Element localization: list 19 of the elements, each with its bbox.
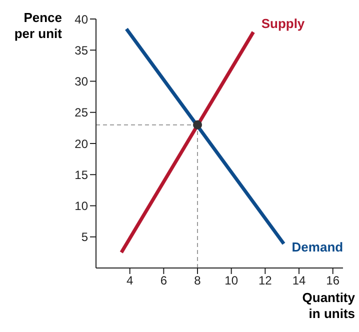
x-tick-label: 14 xyxy=(292,274,306,288)
y-tick-label: 5 xyxy=(81,230,88,244)
y-tick-label: 25 xyxy=(74,106,88,120)
y-tick-label: 30 xyxy=(74,74,88,89)
x-axis-title: Quantity in units xyxy=(302,290,355,322)
series-label: Demand xyxy=(292,240,344,255)
x-tick-label: 12 xyxy=(258,274,272,288)
x-tick-label: 8 xyxy=(194,274,202,288)
y-axis-title: Pence per unit xyxy=(13,10,62,42)
y-tick-label: 10 xyxy=(74,199,88,214)
series-label: Supply xyxy=(261,16,306,32)
x-tick-label: 16 xyxy=(326,274,340,288)
x-tick-label: 10 xyxy=(224,274,238,288)
y-tick-label: 15 xyxy=(74,168,88,182)
x-tick-label: 4 xyxy=(126,274,134,288)
y-tick-label: 35 xyxy=(74,43,88,58)
y-tick-label: 20 xyxy=(74,136,88,151)
x-tick-label: 6 xyxy=(160,274,168,288)
y-tick-label: 40 xyxy=(74,12,88,26)
